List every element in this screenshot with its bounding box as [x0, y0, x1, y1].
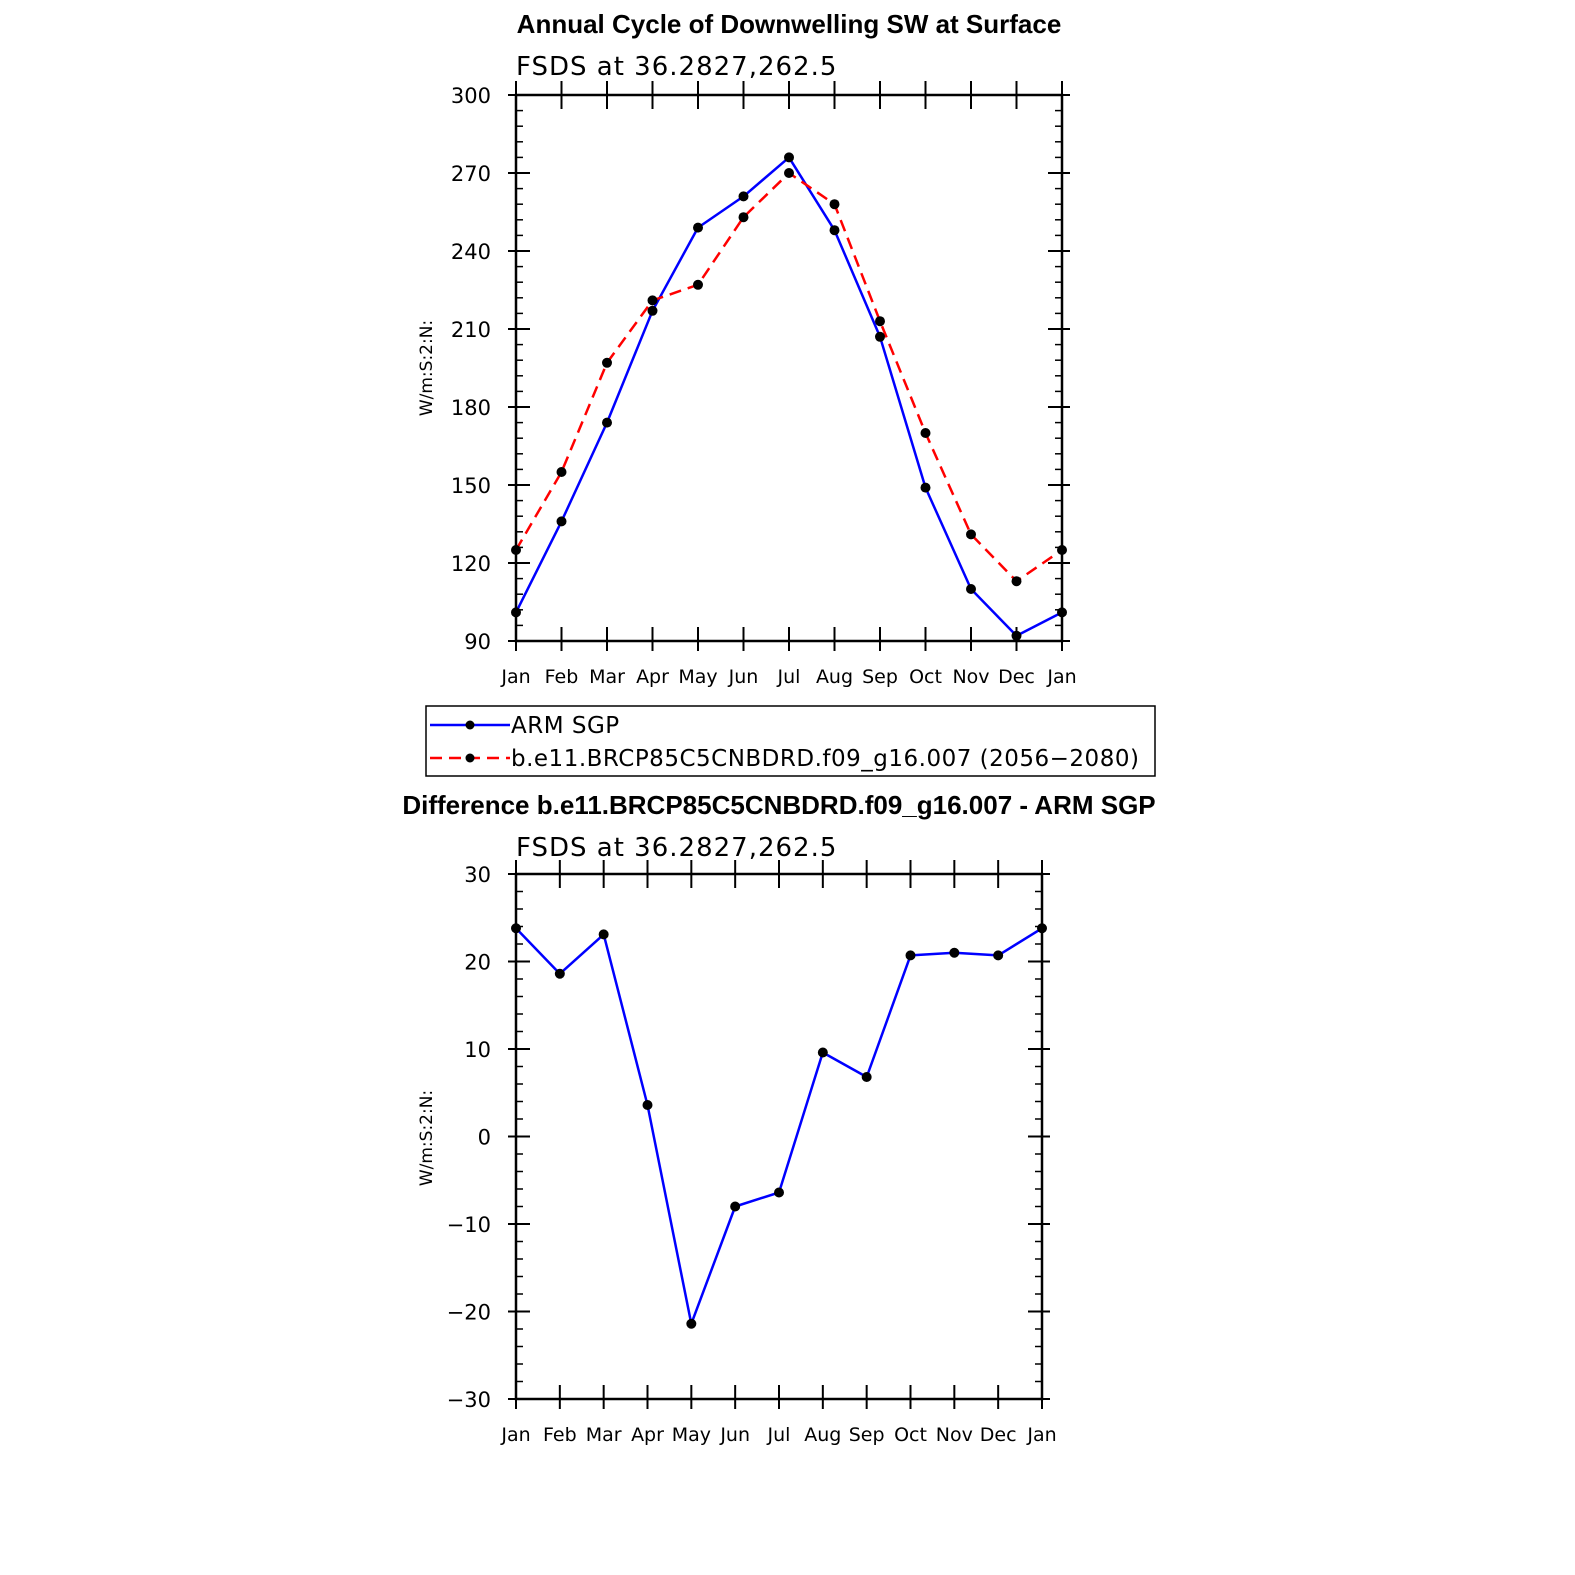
data-point-series-1: [817, 1047, 828, 1058]
y-axis-label: W/m:S:2:N:: [417, 320, 437, 416]
y-axis-label: W/m:S:2:N:: [417, 1090, 437, 1186]
data-point-b-e11-brcp85c5cnbdrd-f09-g16-007-2056-2080: [602, 357, 612, 368]
data-point-series-1: [774, 1187, 784, 1198]
x-tick-label: Oct: [894, 1424, 927, 1446]
y-tick-label: 210: [451, 318, 491, 342]
legend-label-arm-sgp: ARM SGP: [511, 713, 620, 739]
data-point-series-1: [554, 968, 565, 979]
x-tick-label: Nov: [952, 666, 989, 688]
data-point-b-e11-brcp85c5cnbdrd-f09-g16-007-2056-2080: [556, 467, 567, 477]
x-tick-label: Mar: [586, 1424, 622, 1446]
data-point-b-e11-brcp85c5cnbdrd-f09-g16-007-2056-2080: [693, 279, 703, 290]
data-point-arm-sgp: [602, 417, 612, 428]
x-tick-label: Apr: [631, 1424, 664, 1446]
y-tick-label: −20: [447, 1301, 491, 1325]
y-tick-label: 150: [451, 474, 491, 498]
data-point-arm-sgp: [784, 152, 794, 163]
x-tick-label: Aug: [804, 1424, 841, 1446]
data-point-b-e11-brcp85c5cnbdrd-f09-g16-007-2056-2080: [738, 212, 749, 223]
data-point-arm-sgp: [920, 482, 931, 493]
chart-title: Annual Cycle of Downwelling SW at Surfac…: [517, 9, 1062, 39]
legend-box: [425, 705, 1156, 777]
data-point-b-e11-brcp85c5cnbdrd-f09-g16-007-2056-2080: [829, 199, 840, 210]
legend-label-model: b.e11.BRCP85C5CNBDRD.f09_g16.007 (2056−2…: [511, 746, 1139, 772]
data-point-b-e11-brcp85c5cnbdrd-f09-g16-007-2056-2080: [784, 168, 794, 178]
annual-cycle-chart: Annual Cycle of Downwelling SW at Surfac…: [417, 9, 1156, 777]
data-point-arm-sgp: [556, 516, 567, 527]
x-tick-label: Dec: [998, 666, 1035, 688]
y-tick-label: 240: [451, 240, 491, 264]
x-tick-label: May: [672, 1424, 711, 1446]
y-tick-label: 10: [464, 1038, 491, 1062]
plot-frame: [514, 872, 1044, 1401]
x-tick-label: Jan: [500, 666, 530, 688]
data-point-arm-sgp: [647, 305, 658, 316]
y-tick-label: 0: [478, 1126, 491, 1150]
axis-ticks: −30 −20 −10 0 10 20 30 Jan Feb Mar Apr May Jun Jul Aug…: [447, 860, 1057, 1446]
y-tick-label: −30: [447, 1388, 491, 1412]
data-point-series-1: [861, 1072, 872, 1082]
data-point-arm-sgp: [829, 225, 840, 236]
chart-subtitle: FSDS at 36.2827,262.5: [516, 52, 837, 82]
data-point-series-1: [642, 1100, 653, 1110]
x-tick-label: Jun: [728, 666, 759, 688]
data-point-arm-sgp: [693, 222, 703, 233]
data-point-arm-sgp: [875, 331, 885, 342]
data-point-series-1: [686, 1318, 697, 1329]
x-tick-label: Mar: [589, 666, 625, 688]
y-tick-label: 180: [451, 396, 491, 420]
chart-subtitle: FSDS at 36.2827,262.5: [516, 833, 837, 863]
x-tick-label: Feb: [543, 1424, 577, 1446]
y-tick-label: 300: [451, 84, 491, 108]
series-layer: [511, 923, 1047, 1329]
x-tick-label: Jan: [1026, 1424, 1056, 1446]
data-point-arm-sgp: [738, 191, 749, 202]
data-point-b-e11-brcp85c5cnbdrd-f09-g16-007-2056-2080: [1011, 576, 1022, 587]
y-tick-label: 270: [451, 162, 491, 186]
x-tick-label: Jan: [500, 1424, 530, 1446]
y-tick-label: 90: [464, 630, 491, 654]
x-tick-label: Aug: [816, 666, 853, 688]
data-point-series-1: [905, 950, 916, 961]
data-point-series-1: [730, 1201, 741, 1212]
data-point-b-e11-brcp85c5cnbdrd-f09-g16-007-2056-2080: [920, 428, 931, 438]
data-point-b-e11-brcp85c5cnbdrd-f09-g16-007-2056-2080: [966, 529, 976, 540]
axis-ticks: 90 120 150 180 210 240 270 300 Jan Feb Mar Apr May Ju…: [451, 81, 1077, 688]
x-tick-label: Jul: [767, 1424, 791, 1446]
data-point-arm-sgp: [1011, 630, 1022, 641]
data-point-series-1: [949, 947, 960, 958]
data-point-b-e11-brcp85c5cnbdrd-f09-g16-007-2056-2080: [875, 316, 885, 327]
x-tick-label: Sep: [862, 666, 898, 688]
x-tick-label: Apr: [636, 666, 669, 688]
data-point-series-1: [993, 950, 1004, 961]
data-point-arm-sgp: [966, 584, 976, 594]
difference-chart: Difference b.e11.BRCP85C5CNBDRD.f09_g16.…: [402, 790, 1155, 1446]
x-tick-label: Nov: [936, 1424, 973, 1446]
x-tick-label: Jul: [777, 666, 801, 688]
data-point-b-e11-brcp85c5cnbdrd-f09-g16-007-2056-2080: [647, 295, 658, 306]
x-tick-label: May: [678, 666, 717, 688]
x-tick-label: Oct: [909, 666, 942, 688]
x-tick-label: Jan: [1046, 666, 1076, 688]
legend: ARM SGP b.e11.BRCP85C5CNBDRD.f09_g16.007…: [425, 705, 1156, 777]
data-point-series-1: [598, 929, 609, 940]
legend-marker-arm-sgp: [465, 720, 475, 730]
x-tick-label: Sep: [849, 1424, 885, 1446]
y-tick-label: 120: [451, 552, 491, 576]
x-tick-label: Feb: [545, 666, 579, 688]
x-tick-label: Dec: [980, 1424, 1017, 1446]
y-tick-label: 30: [464, 863, 491, 887]
chart-title: Difference b.e11.BRCP85C5CNBDRD.f09_g16.…: [402, 790, 1155, 820]
x-tick-label: Jun: [719, 1424, 750, 1446]
y-tick-label: 20: [464, 951, 491, 975]
legend-marker-model: [465, 753, 475, 763]
y-tick-label: −10: [447, 1213, 491, 1237]
plot-frame: [514, 93, 1064, 643]
